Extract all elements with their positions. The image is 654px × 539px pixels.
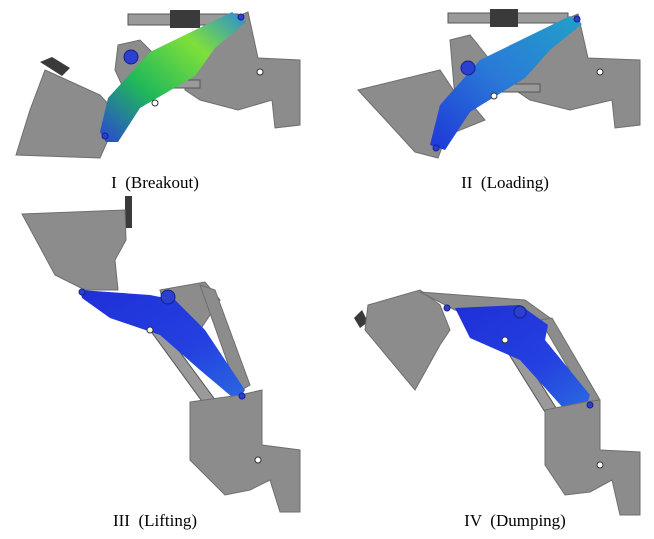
panel-loading (358, 9, 640, 158)
caption: IV (Dumping) (464, 511, 566, 530)
panel-dumping (354, 290, 640, 515)
figure: I (Breakout) II (Loading) III (Lifting) (0, 0, 654, 539)
caption: I (Breakout) (111, 173, 199, 192)
panel-lifting (22, 196, 300, 512)
caption: III (Lifting) (113, 511, 197, 530)
panel-breakout (16, 10, 300, 158)
caption: II (Loading) (461, 173, 549, 192)
